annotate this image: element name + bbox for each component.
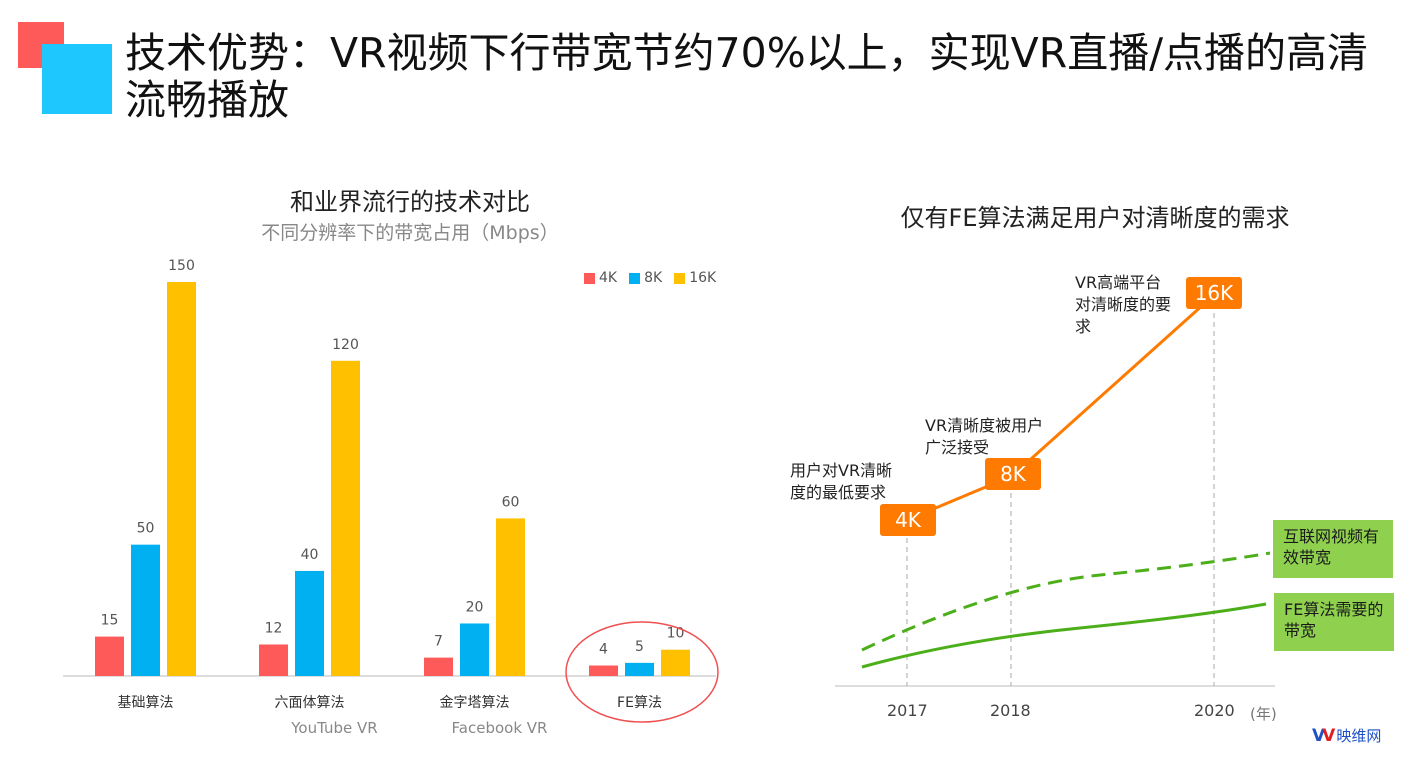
annotation-accepted: VR清晰度被用户广泛接受 <box>925 416 1044 457</box>
legend-fe-bandwidth: FE算法需要的带宽 <box>1274 593 1394 651</box>
category-sublabel: YouTube VR <box>290 719 377 737</box>
x-tick-2020: 2020 <box>1194 701 1235 720</box>
bar-8K-3 <box>625 662 654 676</box>
x-tick-2017: 2017 <box>887 701 928 720</box>
decor-square-blue <box>42 44 112 114</box>
legend-swatch <box>629 272 641 284</box>
bar-chart: 15 50 150 基础算法 12 40 120 六面体算法 YouTube VR 7 20 60 金字… <box>63 258 719 737</box>
point-label-8k: 8K <box>985 458 1041 490</box>
fe-bandwidth-line <box>861 602 1267 669</box>
legend-label: 16K <box>689 270 717 286</box>
slide-title: 技术优势：VR视频下行带宽节约70%以上，实现VR直播/点播的高清流畅播放 <box>125 29 1369 124</box>
bar-4K-2 <box>424 657 453 676</box>
category-label: 金字塔算法 <box>440 695 510 711</box>
annotation-min: 用户对VR清晰度的最低要求 <box>790 461 893 502</box>
bar-8K-1 <box>295 570 324 676</box>
legend-item-8K: 8K <box>629 270 662 286</box>
line-chart-title: 仅有FE算法满足用户对清晰度的需求 <box>900 204 1290 232</box>
logo: VV 映维网 <box>1312 725 1381 746</box>
data-label: 150 <box>168 258 195 274</box>
data-label: 4 <box>599 641 608 657</box>
bar-8K-2 <box>460 623 489 676</box>
bar-16K-0 <box>167 282 196 676</box>
category-label: 基础算法 <box>118 694 174 711</box>
legend-swatch <box>584 272 595 284</box>
data-label: 60 <box>502 494 520 510</box>
category-label: FE算法 <box>617 695 662 711</box>
legend-label: 8K <box>644 270 663 286</box>
data-label: 7 <box>434 634 443 650</box>
data-label: 20 <box>466 599 484 615</box>
bar-chart-subtitle: 不同分辨率下的带宽占用（Mbps） <box>261 222 559 244</box>
data-label: 50 <box>137 521 155 537</box>
bar-legend: 4K 8K 16K <box>584 270 716 286</box>
data-label: 5 <box>635 639 644 655</box>
annotation-high-end: VR高端平台对清晰度的要求 <box>1075 273 1172 336</box>
bar-16K-2 <box>496 518 525 676</box>
bar-4K-1 <box>259 644 288 676</box>
internet-bandwidth-line <box>861 551 1271 652</box>
data-label: 120 <box>332 337 359 353</box>
bar-4K-0 <box>95 636 124 676</box>
bar-16K-3 <box>661 649 690 676</box>
legend-swatch <box>674 272 686 284</box>
x-tick-2018: 2018 <box>990 701 1031 720</box>
point-label-16k: 16K <box>1186 277 1242 309</box>
highlight-circle <box>565 621 719 723</box>
point-label-4k: 4K <box>880 504 936 536</box>
bar-8K-0 <box>131 544 160 676</box>
bar-4K-3 <box>589 665 618 676</box>
category-sublabel: Facebook VR <box>452 719 548 737</box>
legend-item-16K: 16K <box>674 270 716 286</box>
data-label: 15 <box>101 613 119 629</box>
data-label: 10 <box>667 626 685 642</box>
logo-text: 映维网 <box>1336 727 1382 745</box>
data-label: 40 <box>301 547 319 563</box>
logo-icon: VV <box>1312 725 1335 746</box>
data-label: 12 <box>265 620 283 636</box>
bar-16K-1 <box>331 360 360 676</box>
legend-label: 4K <box>599 270 618 286</box>
x-unit: (年) <box>1250 705 1277 723</box>
bar-chart-title: 和业界流行的技术对比 <box>290 188 530 216</box>
legend-internet-bandwidth: 互联网视频有效带宽 <box>1273 520 1393 578</box>
category-label: 六面体算法 <box>275 695 345 711</box>
legend-item-4K: 4K <box>584 270 617 286</box>
